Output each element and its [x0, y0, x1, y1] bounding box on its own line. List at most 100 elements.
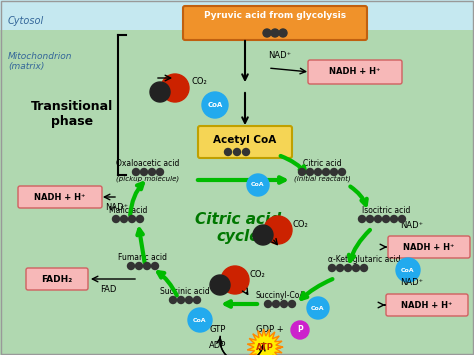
Circle shape [156, 169, 164, 175]
Text: CO₂: CO₂ [250, 270, 266, 279]
Circle shape [396, 258, 420, 282]
Text: NAD⁺: NAD⁺ [105, 203, 128, 212]
Text: FAD: FAD [100, 285, 117, 294]
Text: CoA: CoA [401, 268, 415, 273]
Text: ADP: ADP [210, 341, 227, 350]
Circle shape [322, 169, 329, 175]
Text: NAD⁺: NAD⁺ [400, 278, 423, 287]
FancyBboxPatch shape [18, 186, 102, 208]
Circle shape [281, 300, 288, 307]
Circle shape [137, 215, 144, 223]
Circle shape [391, 215, 398, 223]
Text: α-Ketoglutaric acid: α-Ketoglutaric acid [328, 255, 401, 264]
Text: CO₂: CO₂ [293, 220, 309, 229]
Circle shape [243, 148, 249, 155]
Circle shape [315, 169, 321, 175]
Circle shape [202, 92, 228, 118]
Circle shape [133, 169, 139, 175]
Circle shape [210, 275, 230, 295]
Circle shape [112, 215, 119, 223]
Circle shape [221, 266, 249, 294]
Text: Cytosol: Cytosol [8, 16, 44, 26]
Circle shape [140, 169, 147, 175]
Circle shape [289, 300, 295, 307]
Text: GTP: GTP [210, 325, 226, 334]
Circle shape [128, 215, 136, 223]
Text: CoA: CoA [207, 102, 223, 108]
Circle shape [148, 169, 155, 175]
Circle shape [279, 29, 287, 37]
Circle shape [152, 262, 158, 269]
FancyBboxPatch shape [308, 60, 402, 84]
Circle shape [374, 215, 382, 223]
Circle shape [188, 308, 212, 332]
Circle shape [345, 264, 352, 272]
Text: P: P [297, 326, 303, 334]
Circle shape [247, 174, 269, 196]
Circle shape [291, 321, 309, 339]
Text: ATP: ATP [256, 343, 274, 351]
Circle shape [271, 29, 279, 37]
Circle shape [307, 297, 329, 319]
Text: Citric acid
cycle: Citric acid cycle [195, 212, 281, 244]
Text: Transitional
phase: Transitional phase [31, 100, 113, 128]
Circle shape [170, 296, 176, 304]
Text: GDP +: GDP + [256, 325, 284, 334]
Bar [0, 0, 474, 30]
Circle shape [128, 262, 135, 269]
FancyBboxPatch shape [198, 126, 292, 158]
Text: NADH + H⁺: NADH + H⁺ [403, 242, 455, 251]
Text: NADH + H⁺: NADH + H⁺ [401, 300, 453, 310]
Text: Citric acid: Citric acid [303, 159, 341, 168]
Circle shape [338, 169, 346, 175]
FancyBboxPatch shape [26, 268, 88, 290]
FancyBboxPatch shape [183, 6, 367, 40]
FancyBboxPatch shape [388, 236, 470, 258]
Circle shape [337, 264, 344, 272]
Circle shape [353, 264, 359, 272]
Circle shape [328, 264, 336, 272]
Circle shape [185, 296, 192, 304]
Text: Fumaric acid: Fumaric acid [118, 253, 167, 262]
Text: (pickup molecule): (pickup molecule) [117, 175, 180, 182]
Text: CoA: CoA [193, 317, 207, 322]
Circle shape [120, 215, 128, 223]
Circle shape [383, 215, 390, 223]
Text: CoA: CoA [311, 306, 325, 311]
Circle shape [263, 29, 271, 37]
Circle shape [307, 169, 313, 175]
Text: Malic acid: Malic acid [109, 206, 147, 215]
Circle shape [264, 300, 272, 307]
Polygon shape [247, 329, 283, 355]
Circle shape [299, 169, 306, 175]
Circle shape [177, 296, 184, 304]
Circle shape [330, 169, 337, 175]
Circle shape [161, 74, 189, 102]
Circle shape [144, 262, 151, 269]
Text: NAD⁺: NAD⁺ [400, 221, 423, 230]
Text: Succinyl-CoA: Succinyl-CoA [255, 291, 305, 300]
Text: Succinic acid: Succinic acid [160, 287, 210, 296]
Text: NADH + H⁺: NADH + H⁺ [34, 192, 86, 202]
Circle shape [136, 262, 143, 269]
Text: Isocitric acid: Isocitric acid [362, 206, 410, 215]
Circle shape [264, 216, 292, 244]
Circle shape [225, 148, 231, 155]
Circle shape [361, 264, 367, 272]
FancyBboxPatch shape [386, 294, 468, 316]
Text: Pyruvic acid from glycolysis: Pyruvic acid from glycolysis [204, 11, 346, 21]
Circle shape [234, 148, 240, 155]
Text: CO₂: CO₂ [192, 77, 208, 86]
Circle shape [273, 300, 280, 307]
Text: FADH₂: FADH₂ [41, 274, 73, 284]
Text: Mitochondrion
(matrix): Mitochondrion (matrix) [8, 52, 73, 71]
Circle shape [358, 215, 365, 223]
Circle shape [399, 215, 405, 223]
Text: (initial reactant): (initial reactant) [293, 175, 350, 182]
Circle shape [193, 296, 201, 304]
Text: Oxaloacetic acid: Oxaloacetic acid [116, 159, 180, 168]
Circle shape [366, 215, 374, 223]
Circle shape [150, 82, 170, 102]
Text: NADH + H⁺: NADH + H⁺ [329, 67, 381, 76]
Circle shape [253, 225, 273, 245]
